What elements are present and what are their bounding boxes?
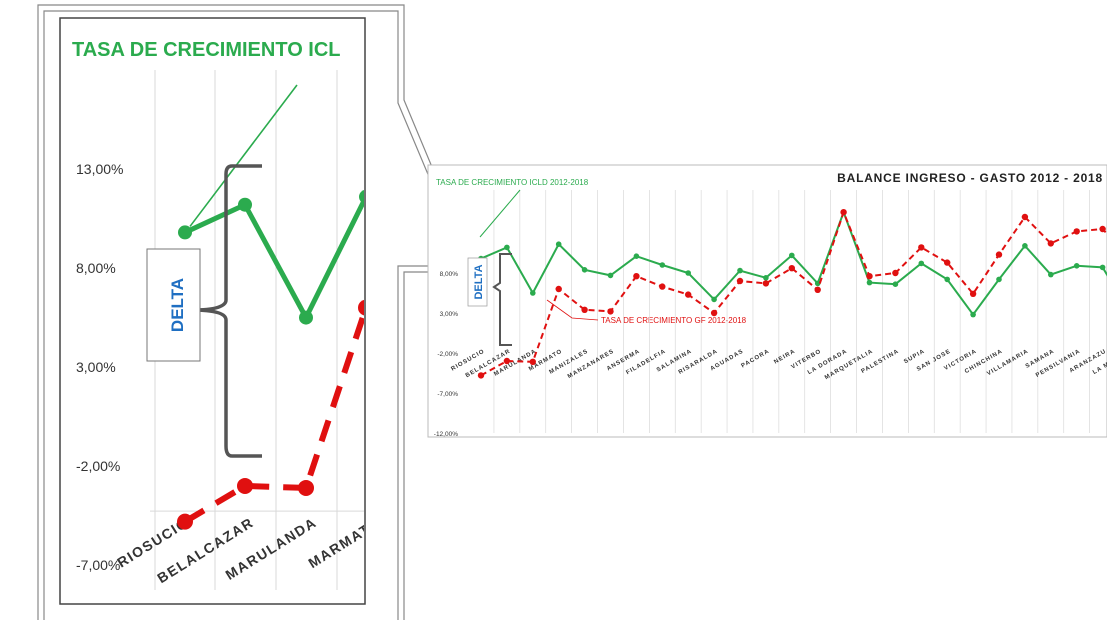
- main-point-gf-marmato: [555, 285, 562, 293]
- zoom-point-gf-marmato: [358, 299, 364, 316]
- zoom-delta-box: [146, 248, 201, 362]
- zoom-ytick-label: -7,00%: [76, 557, 120, 573]
- zoom-ytick-label: 3,00%: [76, 359, 116, 375]
- main-point-gf-aguadas: [736, 277, 744, 285]
- zoom-legend-icld-leader: [189, 84, 298, 227]
- main-point-gf-samana: [1047, 240, 1055, 247]
- callout-connector-line: [43, 10, 465, 620]
- main-point-icld-neira: [789, 252, 795, 259]
- main-point-icld-risaralda: [711, 296, 717, 303]
- main-point-gf-victoria: [969, 290, 977, 297]
- main-point-gf-palestina: [892, 269, 899, 277]
- main-ytick-label: -12,00%: [434, 431, 458, 438]
- main-point-icld-victoria: [970, 311, 976, 318]
- main-point-gf-supia: [918, 244, 925, 251]
- main-point-icld-chinchina: [996, 276, 1002, 283]
- main-delta-bracket: [492, 253, 512, 346]
- main-point-gf-manizales: [581, 306, 588, 313]
- main-chart-border: [427, 164, 1107, 438]
- zoom-ytick-label: 8,00%: [76, 260, 116, 276]
- main-point-gf-marulanda: [529, 358, 536, 365]
- main-point-gf-pensilvania: [1073, 228, 1080, 235]
- main-ytick-label: -2,00%: [437, 351, 458, 358]
- main-legend-gf-leader: [546, 299, 599, 321]
- main-point-icld-san-jose: [944, 276, 950, 283]
- main-ytick-label: -7,00%: [437, 391, 458, 398]
- main-point-icld-manzanares: [607, 272, 614, 279]
- main-point-icld-belalcazar: [504, 244, 510, 251]
- main-point-icld-marulanda: [530, 290, 536, 296]
- main-point-gf-belalcazar: [503, 357, 511, 365]
- main-point-icld-manizales: [581, 267, 588, 273]
- main-point-gf-risaralda: [710, 309, 718, 317]
- zoom-point-gf-riosucio: [177, 513, 193, 530]
- main-point-icld-samana: [1048, 271, 1054, 278]
- main-point-gf-chinchina: [995, 251, 1003, 258]
- zoom-point-icld-belalcazar: [238, 197, 252, 212]
- zoom-ytick-label: 13,00%: [76, 161, 123, 177]
- legend-gf: TASA DE CRECIMIENTO GF 2012-2018: [601, 316, 747, 325]
- main-point-icld-supia: [918, 260, 925, 267]
- main-point-gf-la-dorada: [840, 209, 847, 216]
- zoom-point-gf-belalcazar: [237, 477, 253, 494]
- main-point-icld-filadelfia: [659, 262, 666, 268]
- legend-icld: TASA DE CRECIMIENTO ICLD 2012-2018: [436, 178, 589, 187]
- main-delta-label: DELTA: [473, 264, 485, 299]
- main-point-gf-aranzazu: [1099, 225, 1106, 233]
- main-title: BALANCE INGRESO - GASTO 2012 - 2018: [837, 171, 1103, 185]
- main-point-gf-anserma: [633, 273, 640, 280]
- main-point-icld-marmato: [555, 241, 562, 247]
- main-point-icld-salamina: [685, 270, 691, 276]
- main-ytick-label: 3,00%: [440, 311, 459, 318]
- main-point-gf-riosucio: [477, 372, 485, 379]
- main-chart-panel: BALANCE INGRESO - GASTO 2012 - 2018 TASA…: [427, 164, 1107, 438]
- main-point-icld-aranzazu: [1099, 264, 1106, 271]
- main-ytick-label: 8,00%: [440, 271, 459, 278]
- zoom-point-gf-marulanda: [298, 479, 314, 496]
- zoom-delta-label: DELTA: [168, 278, 187, 332]
- zoom-xtick-label: MA: [374, 534, 403, 561]
- main-point-gf-villamaria: [1021, 213, 1029, 221]
- main-point-icld-viterbo: [814, 280, 821, 287]
- main-point-gf-manzanares: [607, 308, 614, 315]
- main-point-gf-viterbo: [814, 286, 821, 293]
- main-point-gf-filadelfia: [659, 283, 666, 290]
- zoom-title: TASA DE CRECIMIENTO ICL: [72, 39, 341, 61]
- main-point-icld-palestina: [892, 281, 899, 288]
- main-point-icld-pensilvania: [1073, 263, 1080, 269]
- main-legend-icld-leader: [479, 189, 521, 238]
- main-point-gf-neira: [788, 265, 795, 272]
- main-point-icld-anserma: [633, 253, 640, 259]
- zoom-point-icld-marulanda: [299, 310, 313, 325]
- zoom-ytick-label: -2,00%: [76, 458, 120, 474]
- main-delta-box: [467, 257, 488, 307]
- zoom-panel: TASA DE CRECIMIENTO ICL RIOSUCIOBELALCAZ…: [59, 17, 403, 605]
- main-point-gf-salamina: [685, 291, 692, 298]
- main-point-gf-san-jose: [944, 259, 951, 266]
- main-point-icld-marquetalia: [866, 279, 873, 286]
- main-point-gf-pacora: [762, 280, 770, 287]
- zoom-series-line-gf: [183, 305, 364, 525]
- main-point-gf-marquetalia: [866, 273, 873, 280]
- zoom-point-icld-marmato: [359, 190, 364, 204]
- main-point-icld-aguadas: [737, 267, 743, 274]
- zoom-point-icld-riosucio: [178, 225, 192, 240]
- callout-connector-line: [37, 4, 471, 620]
- main-point-icld-pacora: [763, 275, 769, 281]
- main-point-icld-villamaria: [1022, 243, 1028, 249]
